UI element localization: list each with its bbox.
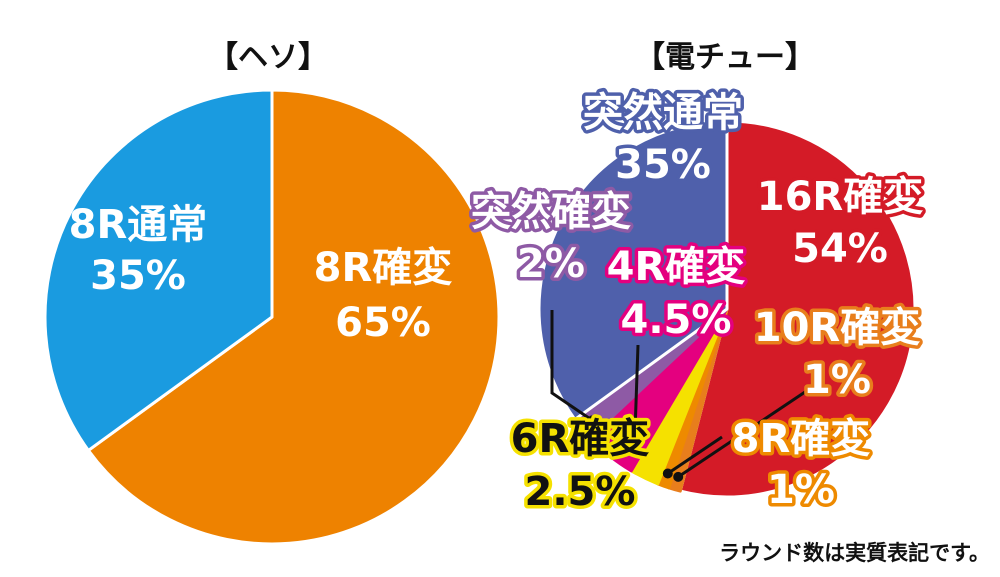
slice-label-1-1: 10R確変 <box>754 305 920 351</box>
slice-label-0-0: 8R確変 <box>314 245 453 291</box>
leader-line-5 <box>550 310 594 422</box>
slice-label-1-4: 4R確変 <box>607 244 746 290</box>
slice-value-1-0: 54% <box>792 226 888 272</box>
slice-value-1-2: 1% <box>767 467 835 513</box>
slice-value-1-3: 2.5% <box>525 469 636 515</box>
pie-chart-heso: 【ヘソ】 8R確変 65% 8R通常 35% <box>43 40 501 546</box>
pie-slice-0-0 <box>86 88 501 546</box>
footnote: ラウンド数は実質表記です。 <box>719 541 990 565</box>
chart-title-heso: 【ヘソ】 <box>208 40 328 75</box>
chart-title-denchu: 【電チュー】 <box>635 40 815 75</box>
slice-label-1-3: 6R確変 <box>511 416 650 462</box>
leader-line-4 <box>633 344 640 424</box>
slice-label-1-6: 突然通常 <box>583 90 743 136</box>
pie-chart-denchu: 【電チュー】 16R確変 54% 10R確変 1% 8R確変 1% 6R確変 2.5% 4R確変… <box>468 40 927 519</box>
leader-dot-5 <box>587 415 598 426</box>
slice-value-0-1: 35% <box>90 253 186 299</box>
slice-value-1-4: 4.5% <box>621 297 732 343</box>
slice-value-1-6: 35% <box>615 142 711 188</box>
slice-value-1-1: 1% <box>803 357 871 403</box>
slice-label-1-0: 16R確変 <box>757 174 923 220</box>
leader-line-1 <box>677 388 809 479</box>
leader-dot-1 <box>673 471 684 482</box>
slice-value-1-5: 2% <box>517 241 585 287</box>
pie-slice-1-0 <box>678 119 917 499</box>
leader-dot-2 <box>662 468 673 479</box>
slice-label-1-2: 8R確変 <box>732 416 871 462</box>
slice-value-0-0: 65% <box>335 300 431 346</box>
pie-slice-1-6 <box>537 119 729 421</box>
slice-label-0-1: 8R通常 <box>69 202 208 248</box>
slice-label-1-5: 突然確変 <box>471 189 631 235</box>
leader-dot-4 <box>630 418 641 429</box>
leader-line-2 <box>666 435 723 475</box>
pie-slice-0-1 <box>43 88 274 452</box>
